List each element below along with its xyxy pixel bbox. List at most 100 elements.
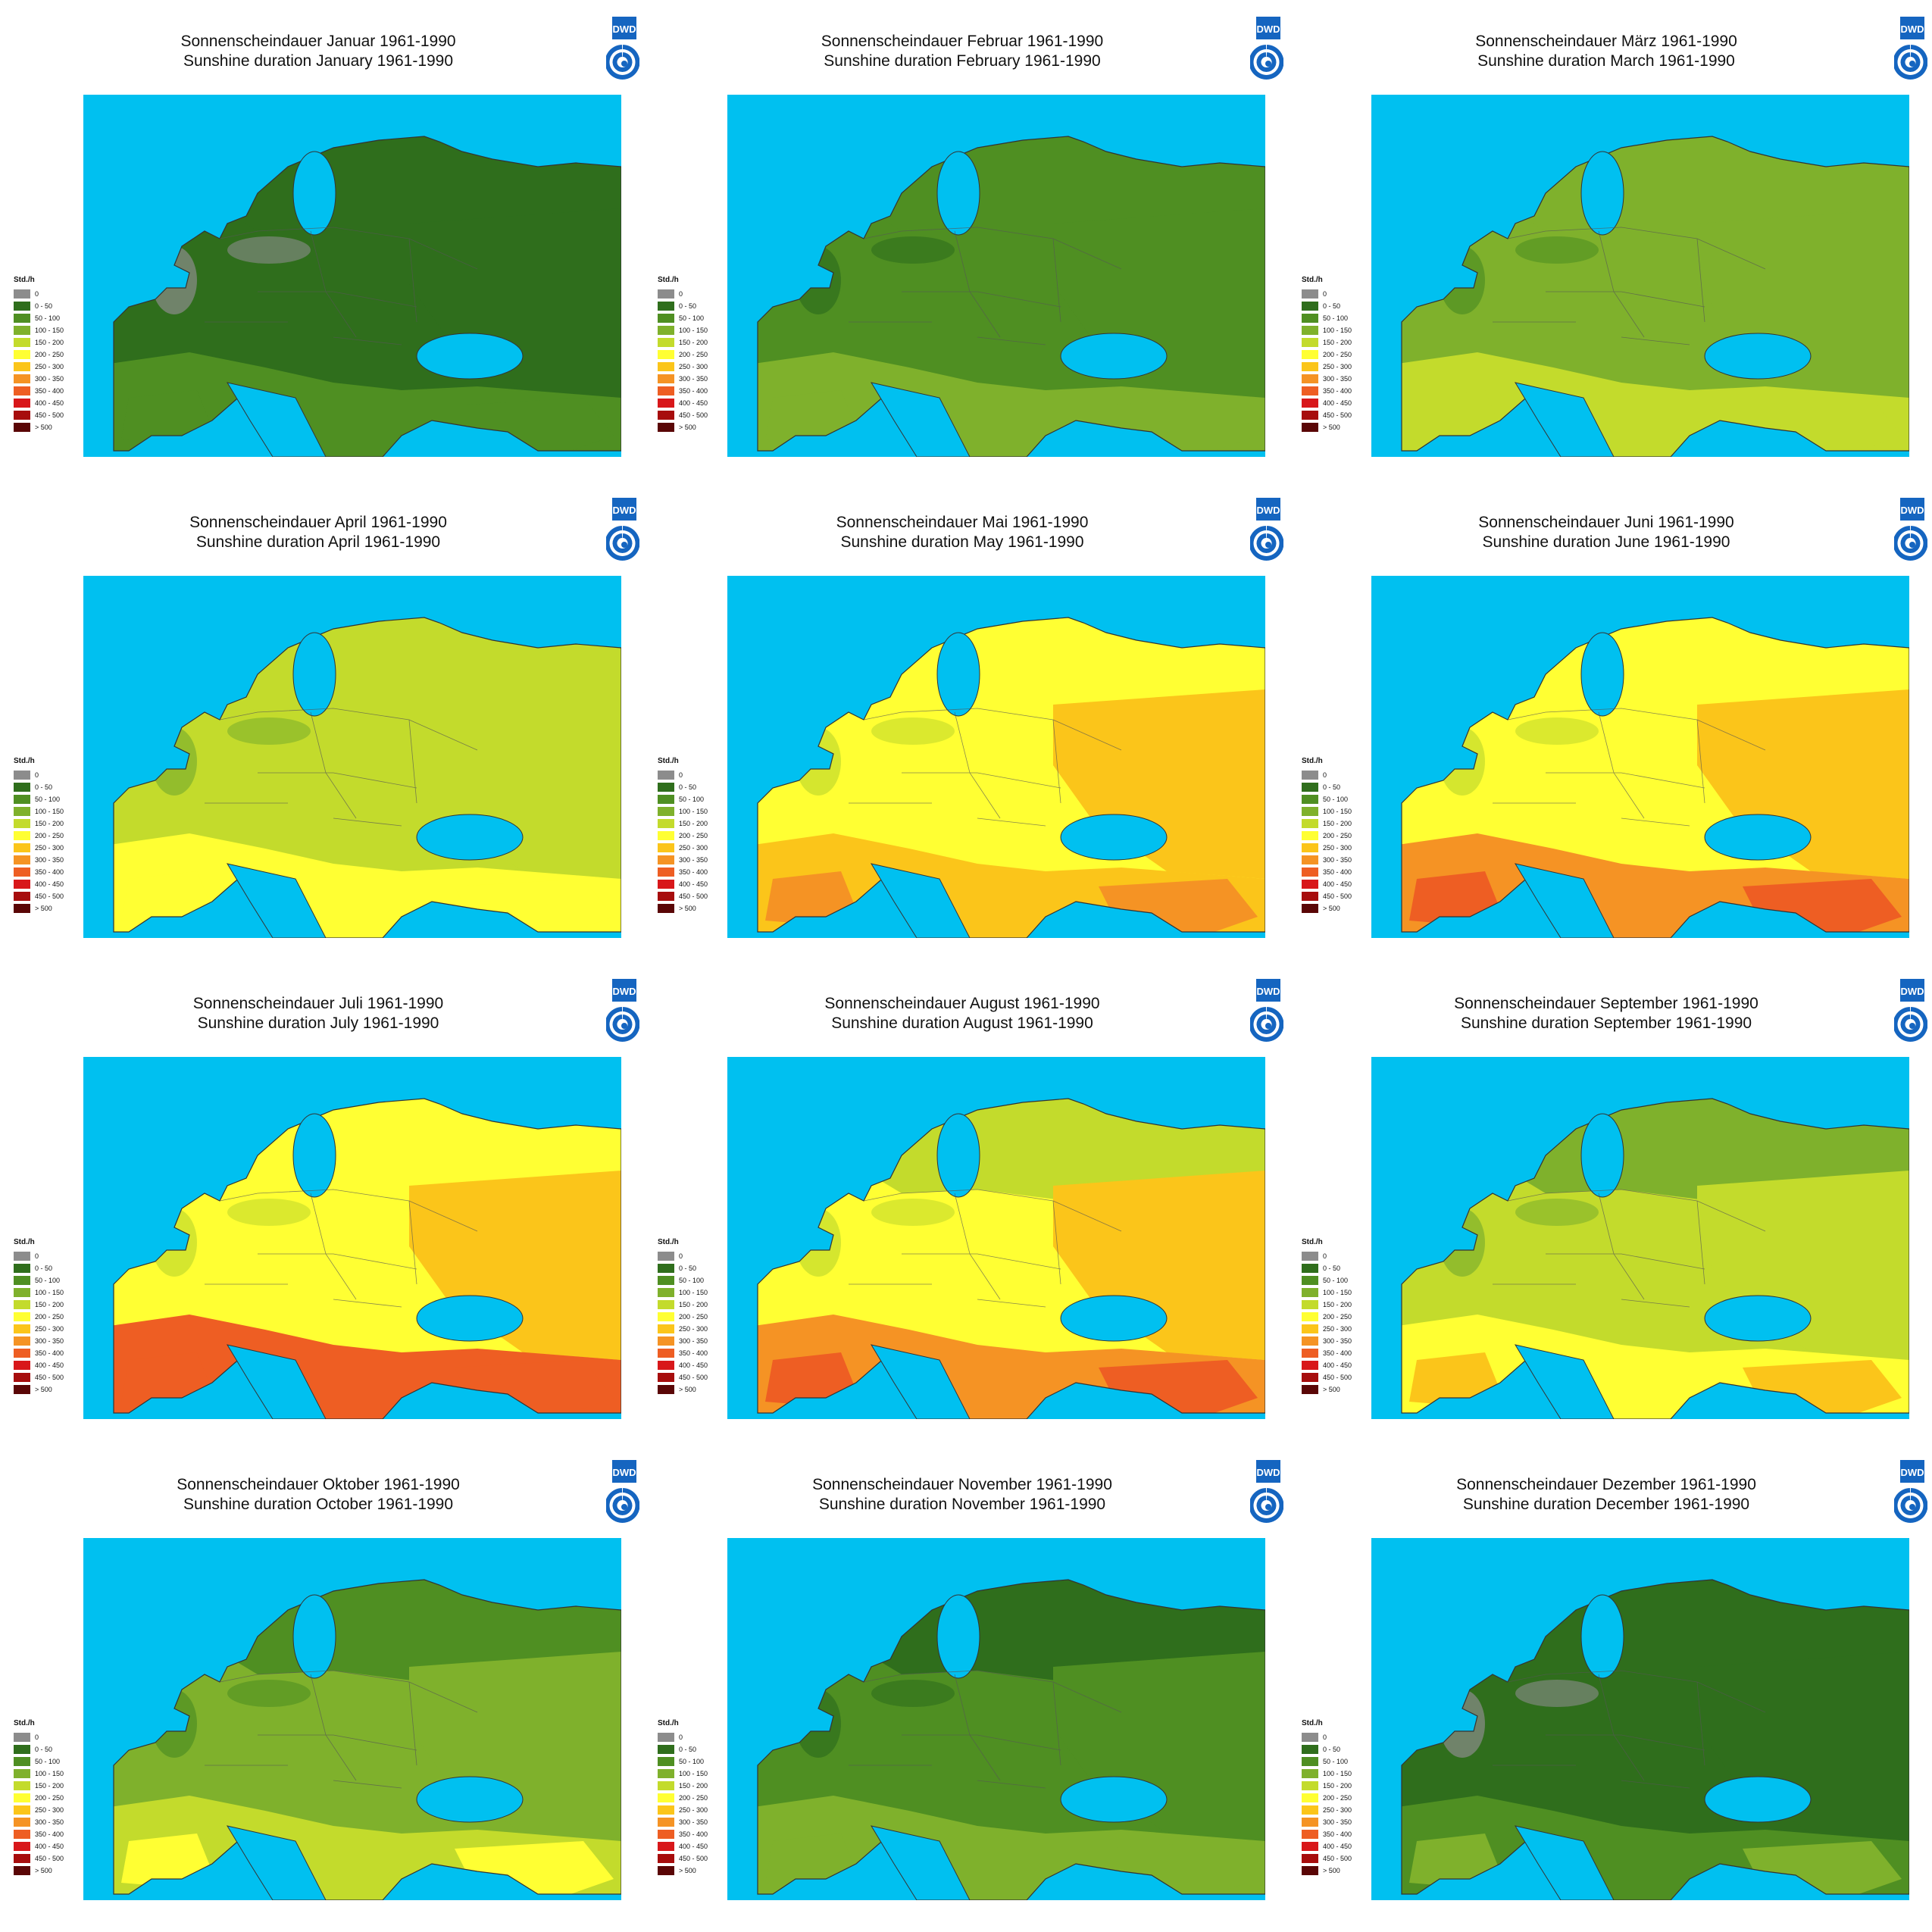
legend-swatch — [14, 868, 30, 877]
legend-swatch — [14, 1361, 30, 1370]
legend-row: 350 - 400 — [658, 866, 726, 878]
legend-swatch — [658, 819, 674, 828]
legend-row: 400 - 450 — [14, 1840, 82, 1852]
legend-swatch — [1302, 855, 1318, 864]
legend-row: 0 - 50 — [1302, 1743, 1370, 1755]
legend-row: 0 - 50 — [14, 300, 82, 312]
legend-label: 150 - 200 — [679, 1301, 708, 1308]
legend-swatch — [14, 386, 30, 395]
legend-swatch — [658, 1733, 674, 1742]
zone-iberia-core — [765, 390, 856, 443]
legend-label: 250 - 300 — [679, 1325, 708, 1333]
legend-row: > 500 — [1302, 902, 1370, 914]
legend-label: 300 - 350 — [35, 856, 64, 864]
dwd-logo: DWD — [1249, 498, 1284, 574]
mediterranean — [226, 1825, 327, 1900]
legend-swatch — [14, 1830, 30, 1839]
legend-row: 450 - 500 — [14, 890, 82, 902]
legend-label: 0 — [35, 771, 39, 779]
legend-label: 350 - 400 — [679, 1349, 708, 1357]
legend-swatch — [1302, 350, 1318, 359]
legend-swatch — [658, 1349, 674, 1358]
map-title: Sonnenscheindauer April 1961-1990 Sunshi… — [68, 513, 568, 552]
map-title-de: Sonnenscheindauer Februar 1961-1990 — [821, 33, 1104, 50]
legend-row: 100 - 150 — [1302, 1286, 1370, 1299]
legend-label: 150 - 200 — [679, 820, 708, 827]
legend-swatch — [658, 350, 674, 359]
map-panel: Sonnenscheindauer November 1961-1990 Sun… — [644, 1443, 1288, 1924]
legend-swatch — [1302, 1830, 1318, 1839]
legend-label: 0 - 50 — [35, 783, 53, 791]
legend-label: 0 - 50 — [35, 1265, 53, 1272]
legend-label: 200 - 250 — [1323, 1794, 1352, 1802]
legend-row: 250 - 300 — [14, 361, 82, 373]
legend-row: 400 - 450 — [1302, 878, 1370, 890]
legend-label: 200 - 250 — [1323, 832, 1352, 839]
zone-iberia-core — [1409, 1352, 1500, 1405]
legend-label: 150 - 200 — [1323, 1301, 1352, 1308]
map-title-en: Sunshine duration February 1961-1990 — [824, 52, 1101, 70]
legend-row: 450 - 500 — [658, 1371, 726, 1383]
legend-row: 0 — [658, 1731, 726, 1743]
legend-title: Std./h — [14, 276, 35, 284]
legend-row: > 500 — [1302, 421, 1370, 433]
legend-label: 400 - 450 — [679, 1361, 708, 1369]
legend-swatch — [1302, 1349, 1318, 1358]
map-title-en: Sunshine duration November 1961-1990 — [818, 1496, 1106, 1513]
legend-swatch — [1302, 1264, 1318, 1273]
legend-swatch — [14, 1312, 30, 1321]
legend-row: 450 - 500 — [658, 1852, 726, 1865]
legend-swatch — [14, 1757, 30, 1766]
legend-row: 400 - 450 — [658, 397, 726, 409]
legend-swatch — [14, 1745, 30, 1754]
legend-label: 0 — [679, 1733, 683, 1741]
europe-map — [727, 95, 1265, 457]
dwd-logo: DWD — [605, 17, 640, 92]
map-title: Sonnenscheindauer November 1961-1990 Sun… — [712, 1475, 1212, 1515]
legend-swatch — [1302, 423, 1318, 432]
dwd-logo-text: DWD — [1900, 23, 1924, 35]
legend-title: Std./h — [1302, 1238, 1323, 1246]
legend-label: 350 - 400 — [1323, 868, 1352, 876]
legend-row: 0 — [658, 1250, 726, 1262]
legend-swatch — [14, 1769, 30, 1778]
legend-label: 300 - 350 — [679, 1818, 708, 1826]
legend-label: 0 — [1323, 1733, 1327, 1741]
legend-row: 250 - 300 — [658, 361, 726, 373]
legend-swatch — [658, 771, 674, 780]
baltic-sea — [936, 1113, 980, 1198]
zone-iberia-core — [121, 1352, 212, 1405]
legend-row: 150 - 200 — [1302, 1299, 1370, 1311]
legend-row: 300 - 350 — [658, 854, 726, 866]
legend-row: 350 - 400 — [658, 1347, 726, 1359]
legend-row: 150 - 200 — [1302, 818, 1370, 830]
legend-row: 350 - 400 — [14, 385, 82, 397]
legend-swatch — [1302, 1373, 1318, 1382]
legend-label: 150 - 200 — [35, 1301, 64, 1308]
legend-label: 450 - 500 — [1323, 411, 1352, 419]
legend-label: 50 - 100 — [1323, 796, 1349, 803]
mediterranean — [1514, 1344, 1615, 1419]
legend-row: 0 — [658, 288, 726, 300]
legend-row: 150 - 200 — [1302, 1780, 1370, 1792]
legend-row: 100 - 150 — [658, 1768, 726, 1780]
dwd-logo-text: DWD — [1900, 505, 1924, 516]
legend-label: 50 - 100 — [679, 796, 705, 803]
legend-label: 50 - 100 — [1323, 314, 1349, 322]
legend-row: 250 - 300 — [1302, 1804, 1370, 1816]
legend-swatch — [658, 399, 674, 408]
legend-label: 0 - 50 — [35, 1746, 53, 1753]
legend-swatch — [14, 411, 30, 420]
legend-row: 150 - 200 — [658, 818, 726, 830]
baltic-sea — [1580, 632, 1624, 717]
black-sea — [1060, 814, 1168, 861]
legend-swatch — [14, 819, 30, 828]
legend-row: 0 - 50 — [658, 1743, 726, 1755]
legend-swatch — [1302, 411, 1318, 420]
legend-row: 350 - 400 — [14, 1347, 82, 1359]
legend-row: 50 - 100 — [658, 312, 726, 324]
map-title-de: Sonnenscheindauer Juli 1961-1990 — [192, 995, 444, 1012]
zone-north-sea-coast — [227, 1680, 311, 1707]
legend-label: 450 - 500 — [35, 1374, 64, 1381]
legend-row: 400 - 450 — [14, 397, 82, 409]
